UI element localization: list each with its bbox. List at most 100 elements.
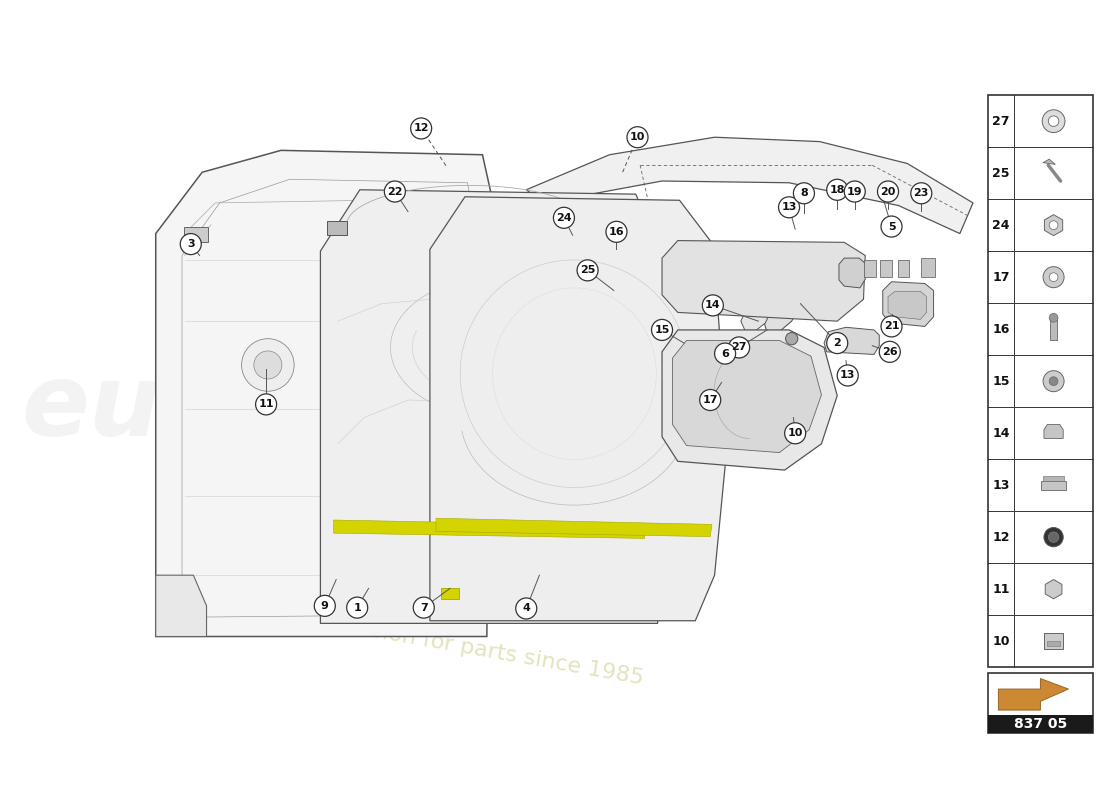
- Text: 27: 27: [992, 114, 1010, 128]
- Polygon shape: [662, 330, 837, 470]
- Bar: [880, 260, 891, 278]
- Text: 6: 6: [722, 349, 729, 358]
- Polygon shape: [320, 190, 658, 623]
- Circle shape: [315, 595, 336, 616]
- Text: 16: 16: [608, 227, 625, 237]
- Circle shape: [1042, 110, 1065, 133]
- Circle shape: [715, 343, 736, 364]
- Circle shape: [844, 181, 866, 202]
- Circle shape: [384, 181, 406, 202]
- Text: 14: 14: [705, 300, 720, 310]
- Circle shape: [793, 182, 814, 204]
- Text: 19: 19: [847, 186, 862, 197]
- Circle shape: [1044, 527, 1064, 547]
- Polygon shape: [430, 197, 728, 621]
- Text: 1: 1: [353, 602, 361, 613]
- Circle shape: [553, 207, 574, 228]
- Polygon shape: [1045, 579, 1062, 598]
- Circle shape: [578, 260, 598, 281]
- Text: 20: 20: [880, 186, 895, 197]
- Polygon shape: [999, 678, 1068, 710]
- Bar: [922, 258, 935, 278]
- Circle shape: [827, 333, 848, 354]
- Circle shape: [254, 351, 282, 379]
- Text: 17: 17: [992, 270, 1010, 284]
- Circle shape: [881, 216, 902, 237]
- Bar: [988, 715, 1093, 733]
- Bar: [1043, 477, 1064, 481]
- Text: 17: 17: [703, 395, 718, 405]
- Circle shape: [1048, 532, 1059, 542]
- Polygon shape: [1045, 214, 1063, 236]
- Circle shape: [779, 197, 800, 218]
- Bar: [988, 95, 1093, 667]
- Circle shape: [1049, 377, 1058, 386]
- Text: 25: 25: [580, 266, 595, 275]
- Text: 27: 27: [732, 342, 747, 353]
- Text: 12: 12: [992, 530, 1010, 544]
- Polygon shape: [156, 150, 492, 637]
- Bar: [865, 260, 876, 278]
- Bar: [441, 588, 459, 599]
- Bar: [1047, 641, 1059, 646]
- Text: 10: 10: [992, 634, 1010, 648]
- Circle shape: [728, 337, 749, 358]
- Circle shape: [784, 422, 805, 444]
- Text: 12: 12: [414, 123, 429, 134]
- Bar: [898, 260, 909, 278]
- Circle shape: [651, 319, 672, 341]
- Text: 10: 10: [630, 132, 646, 142]
- Text: 14: 14: [992, 426, 1010, 440]
- Circle shape: [881, 316, 902, 337]
- Circle shape: [1048, 116, 1059, 126]
- Text: 837 05: 837 05: [1014, 717, 1067, 731]
- Bar: [184, 226, 208, 242]
- Bar: [1050, 321, 1057, 340]
- Circle shape: [878, 181, 899, 202]
- Circle shape: [785, 333, 798, 345]
- Circle shape: [1049, 273, 1058, 282]
- Polygon shape: [436, 518, 712, 537]
- Text: 13: 13: [781, 202, 796, 212]
- Polygon shape: [824, 327, 879, 354]
- Circle shape: [627, 126, 648, 148]
- Circle shape: [180, 234, 201, 254]
- Circle shape: [1049, 314, 1058, 322]
- Circle shape: [827, 179, 848, 200]
- Text: 9: 9: [321, 601, 329, 611]
- Circle shape: [702, 295, 724, 316]
- Circle shape: [255, 394, 276, 415]
- Text: 8: 8: [800, 188, 807, 198]
- Text: 26: 26: [882, 347, 898, 357]
- Text: 7: 7: [420, 602, 428, 613]
- Circle shape: [414, 597, 435, 618]
- Text: 24: 24: [557, 213, 572, 223]
- Circle shape: [911, 182, 932, 204]
- Text: 21: 21: [883, 322, 900, 331]
- Polygon shape: [672, 341, 822, 453]
- Circle shape: [410, 118, 431, 139]
- Text: eurospares: eurospares: [22, 360, 654, 458]
- Polygon shape: [526, 138, 974, 234]
- Circle shape: [837, 365, 858, 386]
- Text: 24: 24: [992, 218, 1010, 232]
- Polygon shape: [888, 291, 926, 319]
- Bar: [1042, 481, 1066, 490]
- Circle shape: [606, 222, 627, 242]
- Polygon shape: [1043, 159, 1055, 165]
- Polygon shape: [741, 290, 774, 337]
- Text: 16: 16: [992, 322, 1010, 336]
- Text: 15: 15: [654, 325, 670, 335]
- Text: 5: 5: [888, 222, 895, 231]
- Text: 25: 25: [992, 166, 1010, 180]
- Text: 13: 13: [840, 370, 856, 381]
- Bar: [988, 674, 1093, 733]
- Text: 4: 4: [522, 603, 530, 614]
- Text: 15: 15: [992, 374, 1010, 388]
- Circle shape: [242, 338, 294, 391]
- Polygon shape: [662, 241, 866, 321]
- Polygon shape: [883, 282, 934, 326]
- Bar: [1044, 634, 1064, 649]
- Circle shape: [1043, 266, 1064, 288]
- Circle shape: [700, 390, 720, 410]
